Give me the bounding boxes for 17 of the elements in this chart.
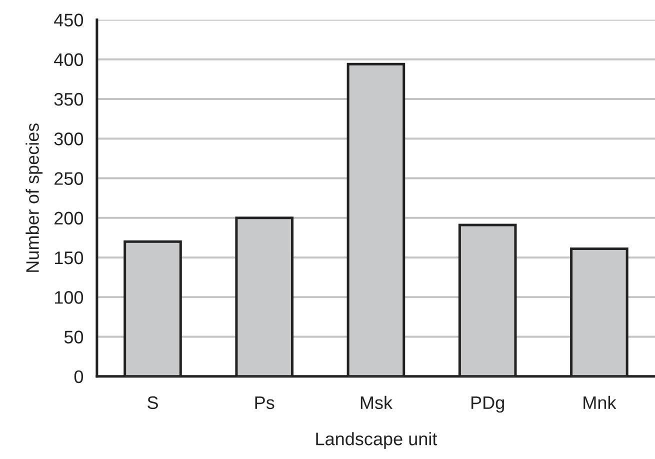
x-tick-label: Mnk <box>584 396 616 409</box>
x-tick-label: Msk <box>360 396 393 410</box>
y-axis-title: Number of species <box>26 123 43 272</box>
y-tick-label: 400 <box>54 53 84 66</box>
y-tick-label: 0 <box>74 370 84 384</box>
x-axis-title: Landscape unit <box>316 432 438 449</box>
y-tick-label: 450 <box>54 14 84 26</box>
x-tick-label: S <box>148 396 158 410</box>
y-tick-label: 350 <box>54 92 84 106</box>
y-tick-label: 300 <box>54 132 84 146</box>
x-tick-label: PDg <box>472 396 504 413</box>
y-tick-label: 100 <box>55 291 84 304</box>
y-tick-label: 200 <box>54 212 84 225</box>
y-tick-label: 150 <box>55 251 84 264</box>
x-tick-label: Ps <box>255 396 274 410</box>
y-tick-label: 250 <box>54 172 84 185</box>
y-tick-label: 50 <box>64 330 84 344</box>
